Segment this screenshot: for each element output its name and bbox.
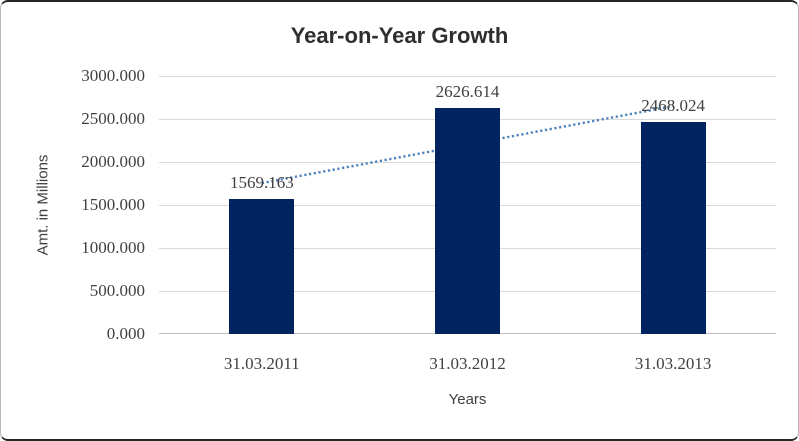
x-tick-label: 31.03.2012 <box>429 354 506 373</box>
x-tick-label: 31.03.2011 <box>223 354 300 373</box>
y-axis-tick-labels: 3000.000 2500.000 2000.000 1500.000 1000.000… <box>57 66 145 343</box>
bar-data-label: 2626.614 <box>435 82 500 101</box>
y-tick-label: 500.000 <box>89 281 145 300</box>
y-tick-label: 0.000 <box>106 324 145 343</box>
x-axis-title: Years <box>448 391 487 408</box>
y-axis-title: Amt. in Millions <box>34 154 52 256</box>
y-tick-label: 3000.000 <box>81 66 145 85</box>
y-tick-label: 1000.000 <box>81 238 145 257</box>
chart-title: Year-on-Year Growth <box>290 23 509 48</box>
bar-31.03.2011 <box>229 199 295 334</box>
x-axis-tick-labels: 31.03.2011 31.03.2012 31.03.2013 <box>159 354 776 374</box>
bar-31.03.2013 <box>640 122 706 334</box>
plot-area: 1569.163 2626.614 2468.024 <box>159 76 776 334</box>
bar-data-label: 1569.163 <box>229 173 294 192</box>
gridline <box>159 76 776 77</box>
y-tick-label: 2000.000 <box>81 152 145 171</box>
y-tick-label: 2500.000 <box>81 109 145 128</box>
y-tick-label: 1500.000 <box>81 195 145 214</box>
x-tick-label: 31.03.2013 <box>634 354 712 373</box>
bar-31.03.2012 <box>435 108 500 334</box>
bar-data-label: 2468.024 <box>641 96 706 115</box>
